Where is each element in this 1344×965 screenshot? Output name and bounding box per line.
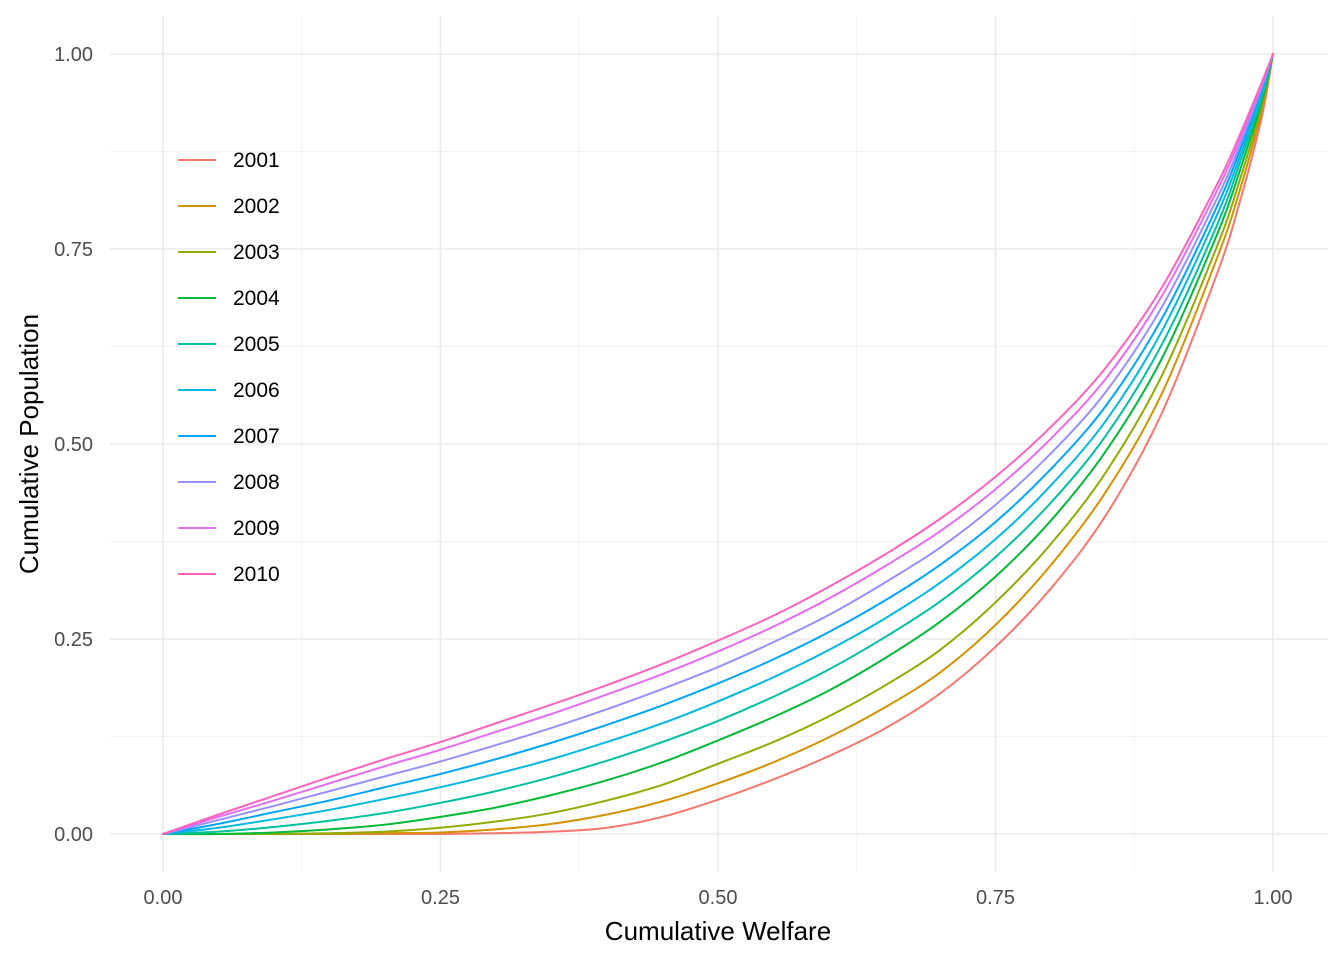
legend-label-2008: 2008 [233, 471, 280, 494]
legend-label-2003: 2003 [233, 241, 280, 264]
legend-label-2007: 2007 [233, 425, 280, 448]
legend-item-2009: 2009 [178, 517, 280, 540]
series-line-2003 [162, 53, 1274, 836]
series-line-2007 [162, 53, 1274, 835]
y-tick-label: 0.25 [54, 629, 93, 651]
x-tick-label: 0.25 [421, 887, 460, 909]
series-line-2002 [162, 53, 1274, 836]
legend-label-2001: 2001 [233, 149, 280, 172]
series-line-2004 [162, 53, 1274, 836]
x-tick-label: 0.50 [699, 887, 738, 909]
legend: 2001 2002 2003 2004 2005 2006 2007 2008 2009 2010 [178, 149, 280, 586]
series-line-2008 [162, 53, 1274, 835]
y-axis-ticks: 0.00 0.25 0.50 0.75 1.00 [54, 44, 93, 846]
y-tick-label: 0.50 [54, 434, 93, 456]
series-lines [162, 53, 1274, 836]
y-tick-label: 1.00 [54, 44, 93, 66]
legend-item-2002: 2002 [178, 195, 280, 218]
x-tick-label: 0.75 [976, 887, 1015, 909]
legend-item-2003: 2003 [178, 241, 280, 264]
legend-item-2001: 2001 [178, 149, 280, 172]
legend-label-2009: 2009 [233, 517, 280, 540]
series-line-2009 [162, 53, 1274, 835]
legend-label-2004: 2004 [233, 287, 280, 310]
series-line-2005 [162, 53, 1274, 835]
x-tick-label: 1.00 [1254, 887, 1293, 909]
y-tick-label: 0.75 [54, 239, 93, 261]
y-axis-title: Cumulative Population [14, 314, 44, 574]
series-line-2006 [162, 53, 1274, 835]
legend-label-2005: 2005 [233, 333, 280, 356]
legend-item-2007: 2007 [178, 425, 280, 448]
legend-label-2010: 2010 [233, 563, 280, 586]
legend-item-2004: 2004 [178, 287, 280, 310]
x-tick-label: 0.00 [144, 887, 183, 909]
legend-label-2002: 2002 [233, 195, 280, 218]
major-gridlines [110, 16, 1328, 872]
x-axis-title: Cumulative Welfare [605, 916, 831, 946]
legend-item-2006: 2006 [178, 379, 280, 402]
series-line-2010 [162, 53, 1274, 835]
x-axis-ticks: 0.00 0.25 0.50 0.75 1.00 [144, 887, 1293, 909]
legend-item-2005: 2005 [178, 333, 280, 356]
y-tick-label: 0.00 [54, 824, 93, 846]
legend-item-2010: 2010 [178, 563, 280, 586]
legend-label-2006: 2006 [233, 379, 280, 402]
legend-item-2008: 2008 [178, 471, 280, 494]
